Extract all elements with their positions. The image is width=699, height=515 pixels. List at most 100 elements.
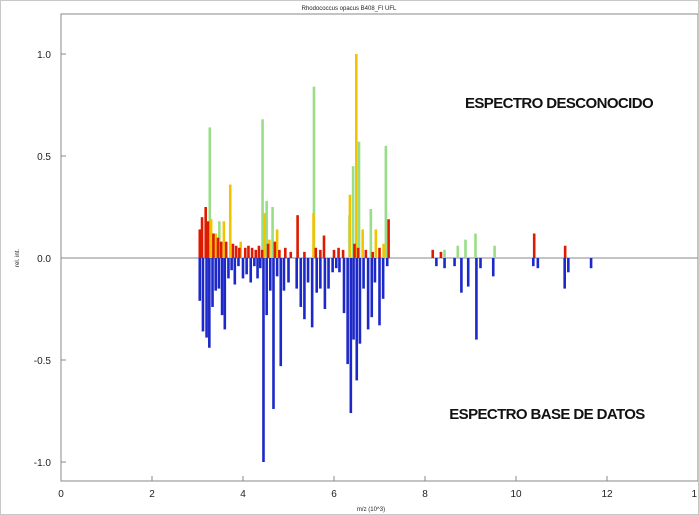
red-bar bbox=[266, 243, 270, 258]
red-bar bbox=[204, 207, 207, 258]
yellow-bar bbox=[361, 229, 364, 258]
red-bar bbox=[284, 247, 287, 258]
red-bar bbox=[257, 245, 261, 258]
blue-bar bbox=[310, 258, 314, 328]
red-bar bbox=[247, 245, 250, 258]
blue-bar bbox=[366, 258, 370, 330]
blue-bar bbox=[373, 258, 377, 283]
red-bar bbox=[238, 247, 241, 258]
blue-bar bbox=[282, 258, 286, 291]
red-bar bbox=[532, 233, 536, 258]
blue-bar bbox=[275, 258, 279, 277]
yellow-bar bbox=[222, 221, 226, 258]
red-bar bbox=[431, 249, 435, 258]
annotation-unknown-spectrum: ESPECTRO DESCONOCIDO bbox=[465, 95, 654, 112]
yellow-bar bbox=[382, 243, 385, 258]
blue-bar bbox=[475, 258, 478, 340]
green-bar bbox=[464, 239, 467, 258]
blue-bar bbox=[435, 258, 438, 267]
blue-bar bbox=[287, 258, 290, 283]
blue-bar bbox=[352, 258, 355, 340]
y-tick-label: -0.5 bbox=[34, 356, 52, 367]
blue-bar bbox=[355, 258, 359, 381]
blue-bar bbox=[217, 258, 221, 289]
green-bar bbox=[357, 141, 361, 258]
red-bar bbox=[216, 237, 220, 258]
blue-bar bbox=[227, 258, 230, 279]
green-bar bbox=[443, 249, 446, 258]
chart-title: Rhodococcus opacus B408_FI UFL bbox=[302, 6, 397, 12]
yellow-bar bbox=[263, 213, 266, 258]
blue-bar bbox=[349, 258, 353, 414]
x-tick-label: 10 bbox=[510, 489, 522, 500]
blue-bar bbox=[319, 258, 322, 289]
blue-bar bbox=[253, 258, 256, 267]
red-bar bbox=[319, 249, 322, 258]
red-bar bbox=[200, 217, 204, 258]
axes: 1.0 0.5 0.0 -0.5 -1.0 0 2 4 6 8 10 12 1 bbox=[34, 13, 698, 500]
y-tick-label: 0.5 bbox=[37, 152, 51, 163]
green-bar bbox=[493, 245, 496, 258]
green-bar bbox=[474, 233, 477, 258]
blue-bar bbox=[346, 258, 349, 365]
red-bar bbox=[378, 247, 381, 258]
blue-bar bbox=[211, 258, 214, 307]
y-axis-label: rel. int. bbox=[15, 249, 21, 267]
yellow-bar bbox=[239, 241, 243, 258]
x-tick-label: 1 bbox=[691, 489, 697, 500]
blue-bar bbox=[479, 258, 482, 269]
blue-bar bbox=[198, 258, 202, 301]
yellow-bar bbox=[348, 194, 352, 258]
blue-bar bbox=[205, 258, 208, 338]
blue-bar bbox=[589, 258, 593, 269]
red-bar bbox=[337, 247, 340, 258]
yellow-bar bbox=[228, 184, 232, 258]
blue-bar bbox=[269, 258, 272, 291]
blue-bar bbox=[201, 258, 205, 332]
red-bar bbox=[231, 243, 235, 258]
x-axis-label: m/z (10^3) bbox=[357, 507, 385, 513]
blue-bar bbox=[453, 258, 456, 267]
blue-bar bbox=[233, 258, 237, 285]
red-bar bbox=[364, 249, 368, 258]
annotation-database-spectrum: ESPECTRO BASE DE DATOS bbox=[449, 406, 645, 423]
blue-bar bbox=[378, 258, 381, 326]
red-bar bbox=[278, 249, 281, 258]
red-bar bbox=[289, 251, 293, 258]
blue-bar bbox=[491, 258, 495, 277]
green-bar bbox=[384, 145, 388, 258]
blue-bar bbox=[223, 258, 227, 330]
green-bar bbox=[265, 200, 268, 258]
x-tick-label: 12 bbox=[601, 489, 613, 500]
blue-bar bbox=[381, 258, 385, 299]
blue-bar bbox=[279, 258, 283, 367]
green-bar bbox=[261, 119, 264, 258]
red-bar bbox=[296, 215, 299, 258]
red-bar bbox=[198, 229, 202, 258]
blue-bar bbox=[466, 258, 470, 287]
blue-bar bbox=[295, 258, 298, 289]
blue-bar bbox=[230, 258, 233, 271]
blue-bar bbox=[249, 258, 253, 283]
plot-border bbox=[60, 13, 698, 482]
red-bar bbox=[356, 247, 360, 258]
blue-bar bbox=[362, 258, 365, 289]
red-bar bbox=[254, 249, 258, 258]
red-bar bbox=[332, 249, 336, 258]
blue-bar bbox=[338, 258, 341, 273]
red-bar bbox=[353, 243, 356, 258]
x-tick-label: 2 bbox=[149, 489, 155, 500]
blue-bar bbox=[315, 258, 319, 293]
red-bar bbox=[212, 233, 215, 258]
red-bar bbox=[314, 247, 318, 258]
blue-bar bbox=[237, 258, 240, 267]
red-bar bbox=[234, 245, 238, 258]
yellow-bar bbox=[268, 239, 271, 258]
green-bar bbox=[271, 207, 274, 258]
red-bar bbox=[260, 249, 264, 258]
blue-bar bbox=[272, 258, 275, 409]
green-bar bbox=[456, 245, 460, 258]
red-bar bbox=[243, 247, 247, 258]
blue-bar bbox=[563, 258, 566, 289]
